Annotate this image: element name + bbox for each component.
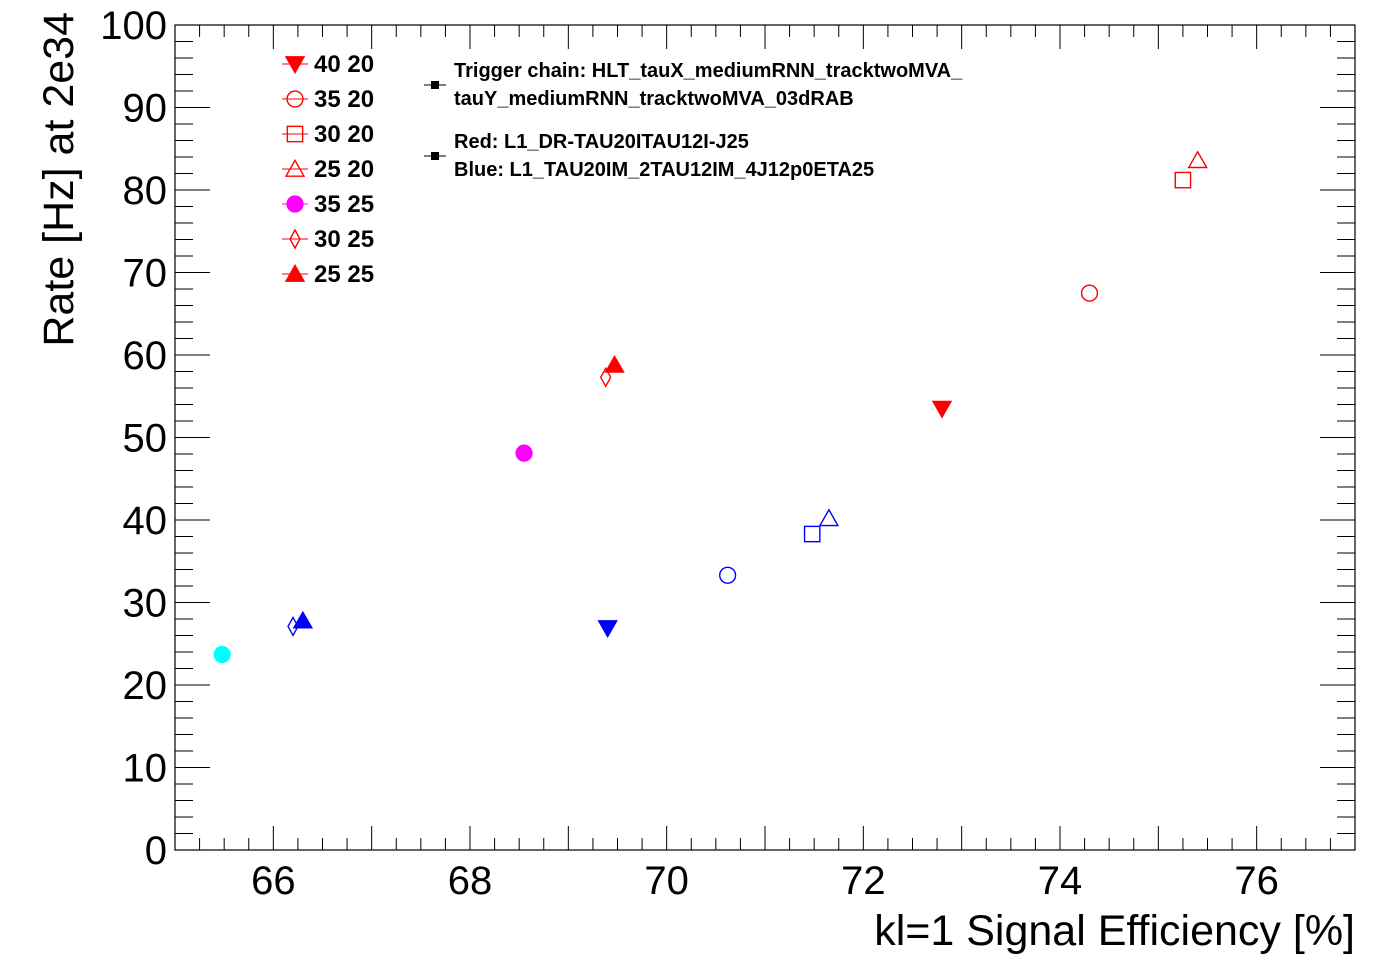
x-tick-label: 70 xyxy=(644,859,689,903)
legend-marker xyxy=(284,56,306,74)
y-tick-label: 60 xyxy=(123,334,168,378)
marker-shape xyxy=(1187,150,1208,169)
annotation-line-text: Blue: L1_TAU20IM_2TAU12IM_4J12p0ETA25 xyxy=(454,159,874,181)
annotation-line-text: tauY_mediumRNN_tracktwoMVA_03dRAB xyxy=(454,88,854,110)
marker-shape xyxy=(286,125,304,143)
annotation-block: Red: L1_DR-TAU20ITAU12I-J25 Blue: L1_TAU2… xyxy=(424,131,874,181)
plot-frame xyxy=(174,24,1356,851)
legend-marker xyxy=(284,159,306,177)
data-point xyxy=(292,610,314,629)
legend-item: 35 25 xyxy=(282,191,374,218)
data-point xyxy=(1187,150,1208,169)
y-tick-label: 50 xyxy=(123,417,168,461)
legend-item: 25 25 xyxy=(282,261,374,288)
data-point xyxy=(1080,284,1099,302)
legend-item: 25 20 xyxy=(282,156,374,183)
marker-shape xyxy=(818,508,840,527)
data-point xyxy=(599,366,612,388)
legend-label: 25 25 xyxy=(314,261,374,288)
annotation-line-text: Trigger chain: HLT_tauX_mediumRNN_trackt… xyxy=(454,60,963,82)
data-point xyxy=(597,620,618,639)
y-tick-label: 30 xyxy=(123,582,168,626)
annotation-block: Trigger chain: HLT_tauX_mediumRNN_trackt… xyxy=(424,60,963,110)
legend: 40 20 35 20 30 20 25 20 35 25 30 25 25 25 xyxy=(282,51,374,288)
data-point xyxy=(604,354,625,373)
legend-item: 35 20 xyxy=(282,86,374,113)
legend-item: 30 25 xyxy=(282,226,374,253)
y-tick-label: 70 xyxy=(123,252,168,296)
marker-shape xyxy=(292,610,314,629)
axes xyxy=(174,24,1356,851)
marker-shape xyxy=(286,90,304,108)
legend-label: 30 25 xyxy=(314,226,374,253)
legend-label: 25 20 xyxy=(314,156,374,183)
annotations: Trigger chain: HLT_tauX_mediumRNN_trackt… xyxy=(424,60,963,181)
legend-marker xyxy=(286,90,304,108)
y-tick-label: 100 xyxy=(100,4,167,48)
marker-shape xyxy=(286,195,304,213)
x-tick-label: 68 xyxy=(448,859,493,903)
marker-shape xyxy=(284,264,306,282)
marker-shape xyxy=(289,228,301,250)
marker-shape xyxy=(931,400,953,419)
marker-shape xyxy=(515,444,533,462)
y-tick-label: 90 xyxy=(123,87,168,131)
legend-label: 30 20 xyxy=(314,121,374,148)
data-point xyxy=(1174,171,1192,189)
annotation-marker xyxy=(431,152,439,160)
marker-shape xyxy=(597,620,618,639)
x-tick-label: 72 xyxy=(841,859,886,903)
legend-label: 35 20 xyxy=(314,86,374,113)
legend-marker xyxy=(286,125,304,143)
y-tick-label: 80 xyxy=(123,169,168,213)
legend-marker xyxy=(284,264,306,282)
annotation-marker xyxy=(431,81,439,89)
legend-marker xyxy=(289,228,301,250)
legend-label: 35 25 xyxy=(314,191,374,218)
data-point xyxy=(515,444,533,462)
data-point xyxy=(818,508,840,527)
data-point xyxy=(213,645,231,664)
marker-shape xyxy=(284,56,306,74)
marker-shape xyxy=(719,566,737,584)
y-tick-label: 10 xyxy=(123,747,168,791)
data-points xyxy=(213,150,1208,664)
x-tick-label: 74 xyxy=(1038,859,1083,903)
tick-labels: 66 68 70 72 74 76 0 10 20 30 40 50 60 70 80 90 100 xyxy=(100,4,1279,903)
legend-label: 40 20 xyxy=(314,51,374,78)
marker-shape xyxy=(1174,171,1192,189)
data-point xyxy=(803,525,821,543)
marker-shape xyxy=(803,525,821,543)
y-axis-title: Rate [Hz] at 2e34 xyxy=(35,12,83,347)
data-point xyxy=(719,566,737,584)
marker-shape xyxy=(1080,284,1099,302)
x-tick-label: 76 xyxy=(1234,859,1279,903)
data-point xyxy=(931,400,953,419)
legend-item: 30 20 xyxy=(282,121,374,148)
legend-marker xyxy=(286,195,304,213)
annotation-line-text: Red: L1_DR-TAU20ITAU12I-J25 xyxy=(454,131,749,153)
marker-shape xyxy=(213,645,231,664)
y-tick-label: 40 xyxy=(123,499,168,543)
marker-shape xyxy=(599,366,612,388)
x-tick-label: 66 xyxy=(251,859,296,903)
y-tick-label: 0 xyxy=(145,829,167,873)
marker-shape xyxy=(284,159,306,177)
x-axis-title: kl=1 Signal Efficiency [%] xyxy=(874,907,1355,955)
y-tick-label: 20 xyxy=(123,664,168,708)
marker-shape xyxy=(604,354,625,373)
legend-item: 40 20 xyxy=(282,51,374,78)
